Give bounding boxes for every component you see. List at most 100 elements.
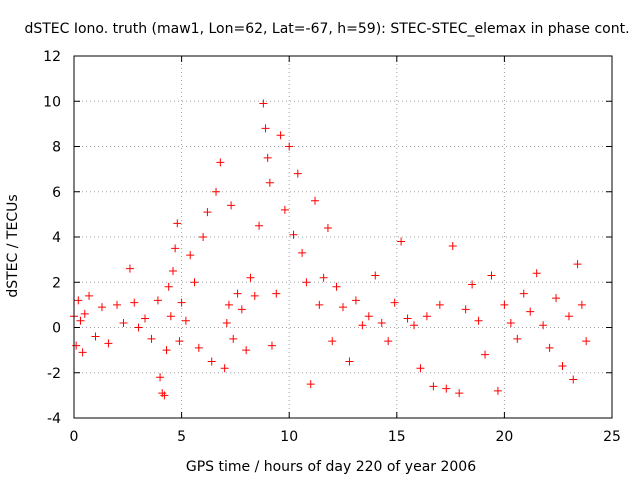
- data-point: [526, 307, 535, 316]
- x-tick-label: 5: [177, 429, 186, 445]
- data-point: [558, 361, 567, 370]
- data-point: [481, 350, 490, 359]
- data-point: [293, 169, 302, 178]
- x-tick-label: 15: [388, 429, 406, 445]
- x-tick-label: 0: [70, 429, 79, 445]
- data-point: [194, 343, 203, 352]
- data-point: [74, 296, 83, 305]
- chart-title: dSTEC Iono. truth (maw1, Lon=62, Lat=-67…: [24, 21, 629, 37]
- data-point: [134, 323, 143, 332]
- data-point: [573, 260, 582, 269]
- data-point: [397, 237, 406, 246]
- data-point: [104, 339, 113, 348]
- data-point: [76, 316, 85, 325]
- data-point: [265, 178, 274, 187]
- data-point: [448, 242, 457, 251]
- y-tick-label: 4: [52, 230, 61, 246]
- data-point: [455, 389, 464, 398]
- data-point: [513, 334, 522, 343]
- data-point: [545, 343, 554, 352]
- x-tick-label: 25: [603, 429, 621, 445]
- data-point: [577, 300, 586, 309]
- data-point: [285, 142, 294, 151]
- data-point: [569, 375, 578, 384]
- data-point: [302, 278, 311, 287]
- data-point: [147, 334, 156, 343]
- data-point: [371, 271, 380, 280]
- data-point: [220, 364, 229, 373]
- data-point: [246, 273, 255, 282]
- data-point: [487, 271, 496, 280]
- data-point: [173, 219, 182, 228]
- data-point: [141, 314, 150, 323]
- data-point: [237, 305, 246, 314]
- axis-ticks: 0 5 10 15 20 25 -4 -2 0 2 4 6 8 10 12: [43, 49, 621, 445]
- data-point: [113, 300, 122, 309]
- data-point: [306, 380, 315, 389]
- y-tick-label: 8: [52, 140, 61, 156]
- data-point: [564, 312, 573, 321]
- x-tick-label: 10: [280, 429, 298, 445]
- y-tick-label: 10: [43, 94, 61, 110]
- data-point: [474, 316, 483, 325]
- data-point: [315, 300, 324, 309]
- data-point: [227, 201, 236, 210]
- data-point: [203, 208, 212, 217]
- data-point: [171, 244, 180, 253]
- data-point: [97, 303, 106, 312]
- data-point: [332, 282, 341, 291]
- data-point: [186, 251, 195, 260]
- data-point: [80, 309, 89, 318]
- data-point: [298, 248, 307, 257]
- data-point: [435, 300, 444, 309]
- data-point: [267, 341, 276, 350]
- data-point: [153, 296, 162, 305]
- data-point: [552, 294, 561, 303]
- y-tick-label: 2: [52, 275, 61, 291]
- data-point: [190, 278, 199, 287]
- data-point: [442, 384, 451, 393]
- data-point: [384, 337, 393, 346]
- plot-frame: [73, 55, 613, 419]
- data-point: [429, 382, 438, 391]
- data-point: [422, 312, 431, 321]
- data-point: [390, 298, 399, 307]
- data-point: [222, 318, 231, 327]
- data-point: [410, 321, 419, 330]
- data-point: [164, 282, 173, 291]
- data-point: [242, 346, 251, 355]
- data-point: [255, 221, 264, 230]
- data-point: [199, 233, 208, 241]
- data-point: [229, 334, 238, 343]
- data-point: [250, 291, 259, 300]
- data-points: [70, 99, 591, 400]
- data-point: [500, 300, 509, 309]
- data-point: [207, 357, 216, 366]
- data-point: [323, 223, 332, 232]
- data-point: [162, 346, 171, 355]
- data-point: [539, 321, 548, 330]
- data-point: [272, 289, 281, 298]
- data-point: [289, 230, 298, 239]
- y-tick-label: 12: [43, 49, 61, 65]
- x-axis-label: GPS time / hours of day 220 of year 2006: [186, 459, 476, 475]
- data-point: [72, 341, 81, 350]
- data-point: [328, 337, 337, 346]
- y-tick-label: 0: [52, 321, 61, 337]
- data-point: [156, 373, 165, 382]
- data-point: [91, 332, 100, 341]
- data-point: [319, 273, 328, 282]
- data-point: [166, 312, 175, 321]
- data-point: [416, 364, 425, 373]
- data-point: [125, 264, 134, 273]
- data-point: [582, 337, 591, 346]
- data-point: [345, 357, 354, 366]
- data-point: [216, 158, 225, 167]
- data-point: [233, 289, 242, 298]
- data-point: [261, 124, 270, 133]
- data-point: [461, 305, 470, 314]
- data-point: [168, 266, 177, 275]
- data-point: [212, 187, 221, 196]
- data-point: [224, 300, 233, 309]
